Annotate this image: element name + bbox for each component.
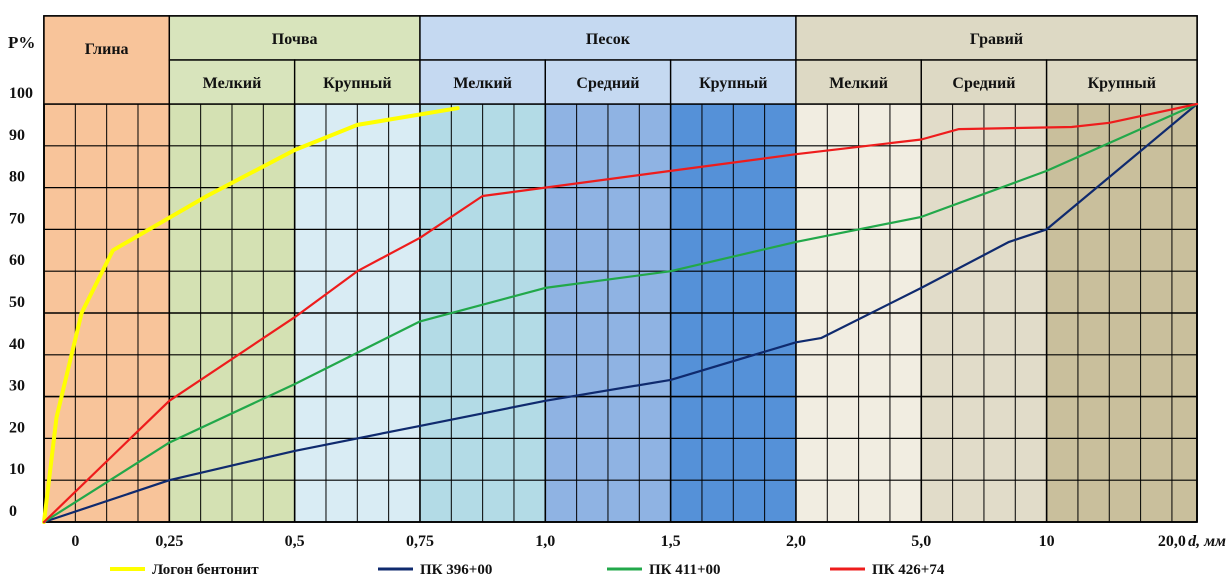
subzone-header-cell — [1045, 59, 1198, 105]
subzone-header-label: Мелкий — [203, 75, 262, 92]
zone-header-label: Глина — [85, 41, 129, 58]
y-tick-label: 90 — [9, 127, 25, 144]
series-line — [42, 102, 1199, 524]
zone-header-label: Почва — [272, 31, 318, 48]
zone-header-label: Песок — [586, 31, 631, 48]
x-tick-label: 5,0 — [911, 533, 931, 550]
subzone-header-cell — [168, 59, 296, 105]
subzone-header-label: Средний — [576, 75, 639, 92]
series-line — [42, 102, 1199, 524]
y-tick-label: 80 — [9, 169, 25, 186]
series-lines — [42, 102, 1199, 524]
y-tick-label: 40 — [9, 336, 25, 353]
subzone-header-cell — [795, 59, 922, 105]
legend: Логон бентонит ПК 396+00 ПК 411+00 ПК 426+7… — [110, 562, 945, 577]
x-tick-label: 1,5 — [661, 533, 681, 550]
legend-label: ПК 411+00 — [649, 562, 721, 577]
zone-header-cell — [795, 15, 1198, 61]
x-tick-label: 1,0 — [535, 533, 555, 550]
subzone-header-label: Мелкий — [829, 75, 888, 92]
y-tick-label: 10 — [9, 461, 25, 478]
subzone-header-label: Мелкий — [453, 75, 512, 92]
x-tick-label: 10 — [1039, 533, 1055, 550]
y-tick-label: 70 — [9, 210, 25, 227]
subzone-header-cell — [920, 59, 1048, 105]
y-tick-label: 30 — [9, 378, 25, 395]
x-tick-label: 2,0 — [786, 533, 806, 550]
subzone-header-label: Крупный — [323, 75, 391, 92]
x-tick-label: 20,0 — [1158, 533, 1186, 550]
y-tick-label: 50 — [9, 294, 25, 311]
subzone-header-cell — [419, 59, 547, 105]
legend-label: ПК 426+74 — [872, 562, 945, 577]
y-axis-title: P% — [8, 33, 35, 52]
zone-header-label: Гравий — [970, 31, 1023, 48]
series-line — [42, 102, 1199, 524]
series-line — [42, 106, 460, 524]
subzone-header-cell — [293, 59, 421, 105]
subzone-header-cell — [669, 59, 797, 105]
y-tick-label: 60 — [9, 252, 25, 269]
x-tick-label: 0 — [71, 533, 79, 550]
x-axis-title: d, мм — [1188, 533, 1226, 550]
zone-header-cell — [168, 15, 421, 61]
subzone-header-label: Крупный — [699, 75, 767, 92]
y-tick-label: 0 — [9, 503, 17, 520]
legend-label: ПК 396+00 — [420, 562, 492, 577]
y-tick-label: 20 — [9, 419, 25, 436]
y-tick-label: 100 — [9, 85, 33, 102]
x-tick-label: 0,75 — [406, 533, 434, 550]
axis-labels: P% 0 10 20 30 40 50 60 70 80 90 100 0 0,25 0,5 0,75 1,0 1… — [8, 33, 1226, 550]
zone-header-cell — [43, 15, 171, 105]
legend-label: Логон бентонит — [152, 562, 259, 577]
x-tick-label: 0,5 — [285, 533, 305, 550]
zone-header: Глина Почва Мелкий Крупный Песок Мелкий Средни… — [43, 15, 1198, 105]
subzone-header-label: Средний — [952, 75, 1015, 92]
subzone-header-label: Крупный — [1088, 75, 1156, 92]
x-tick-label: 0,25 — [155, 533, 183, 550]
subzone-header-cell — [544, 59, 672, 105]
